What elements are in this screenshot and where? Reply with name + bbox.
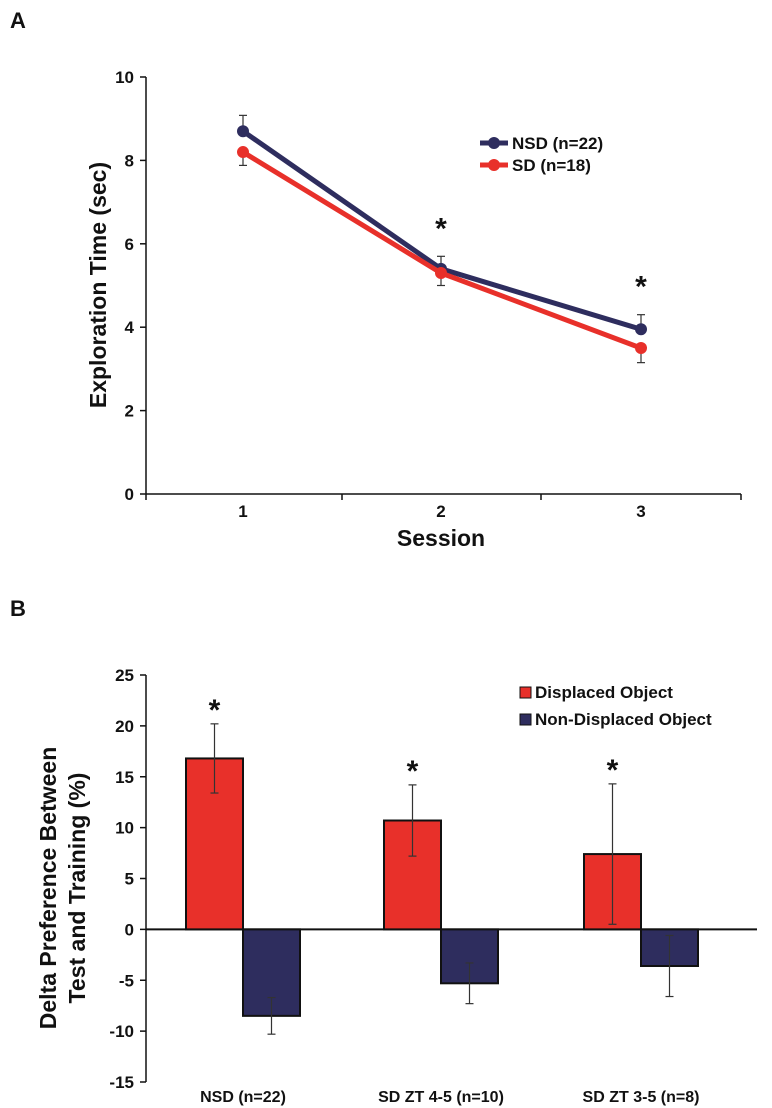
- panel-b-y-tick-label: 20: [115, 717, 134, 736]
- panel-a-legend-label-nsd: NSD (n=22): [512, 134, 603, 153]
- panel-b-y-tick-label: -10: [109, 1022, 134, 1041]
- panel-a-line-chart: A Exploration Time (sec) Session 0 2 4 6 8 10…: [10, 8, 742, 551]
- panel-a-point-nsd: [635, 323, 647, 336]
- panel-b-legend-label-non-displaced: Non-Displaced Object: [535, 710, 712, 729]
- panel-b-y-tick-label: 0: [125, 920, 134, 939]
- panel-a-y-tick-label: 4: [125, 318, 135, 337]
- panel-b-y-tick-label: 15: [115, 768, 134, 787]
- panel-b-y-tick-label: 10: [115, 819, 134, 838]
- panel-a-letter: A: [10, 8, 26, 33]
- panel-b-legend: Displaced Object Non-Displaced Object: [519, 683, 712, 729]
- panel-b-bar-chart: B Delta Preference Between Test and Trai…: [10, 596, 757, 1106]
- panel-b-significance-star: *: [209, 694, 221, 727]
- panel-a-y-tick-label: 8: [125, 151, 134, 170]
- panel-b-y-axis-label-line-1: Delta Preference Between: [35, 747, 61, 1030]
- panel-b-legend-label-displaced: Displaced Object: [535, 683, 673, 702]
- panel-a-legend-marker-sd: [488, 159, 500, 171]
- panel-b-y-tick-label: 25: [115, 666, 134, 685]
- panel-b-category-label: SD ZT 3-5 (n=8): [583, 1089, 700, 1106]
- panel-a-y-tick-label: 2: [125, 402, 134, 421]
- panel-a-legend-label-sd: SD (n=18): [512, 156, 591, 175]
- panel-b-significance-star: *: [407, 755, 419, 788]
- panel-a-y-tick-label: 10: [115, 68, 134, 87]
- panel-b-legend-swatch-non-displaced: [519, 713, 532, 726]
- panel-b-significance-star: *: [607, 754, 619, 787]
- panel-a-y-tick-label: 6: [125, 235, 134, 254]
- panel-a-series-line-sd: [241, 149, 642, 351]
- panel-a-significance-star: *: [635, 271, 647, 304]
- panel-a-x-tick-label: 2: [436, 502, 445, 521]
- panel-a-significance-star: *: [435, 212, 447, 245]
- panel-b-letter: B: [10, 596, 26, 621]
- panel-a-point-sd: [237, 146, 249, 159]
- panel-a-x-tick-label: 3: [636, 502, 645, 521]
- panel-b-category-label: SD ZT 4-5 (n=10): [378, 1089, 504, 1106]
- panel-a-legend-marker-nsd: [488, 137, 500, 149]
- panel-b-legend-swatch-displaced: [519, 686, 532, 699]
- panel-a-legend: NSD (n=22) SD (n=18): [480, 134, 603, 175]
- panel-a-point-nsd: [237, 125, 249, 138]
- panel-a-y-axis-label: Exploration Time (sec): [85, 162, 111, 408]
- panel-a-marks: **: [237, 114, 647, 364]
- panel-b-marks: * * *: [185, 694, 699, 1035]
- panel-b-y-axis-label-line-2: Test and Training (%): [64, 773, 90, 1004]
- panel-a-x-tick-label: 1: [238, 502, 247, 521]
- panel-a-x-axis-label: Session: [397, 525, 485, 551]
- panel-a-point-sd: [635, 342, 647, 355]
- panel-b-y-tick-label: 5: [125, 870, 134, 889]
- panel-a-point-sd: [435, 266, 447, 279]
- panel-b-category-label: NSD (n=22): [200, 1089, 286, 1106]
- panel-b-y-tick-label: -15: [109, 1073, 134, 1092]
- panel-b-y-tick-label: -5: [119, 971, 134, 990]
- panel-a-y-tick-label: 0: [125, 485, 134, 504]
